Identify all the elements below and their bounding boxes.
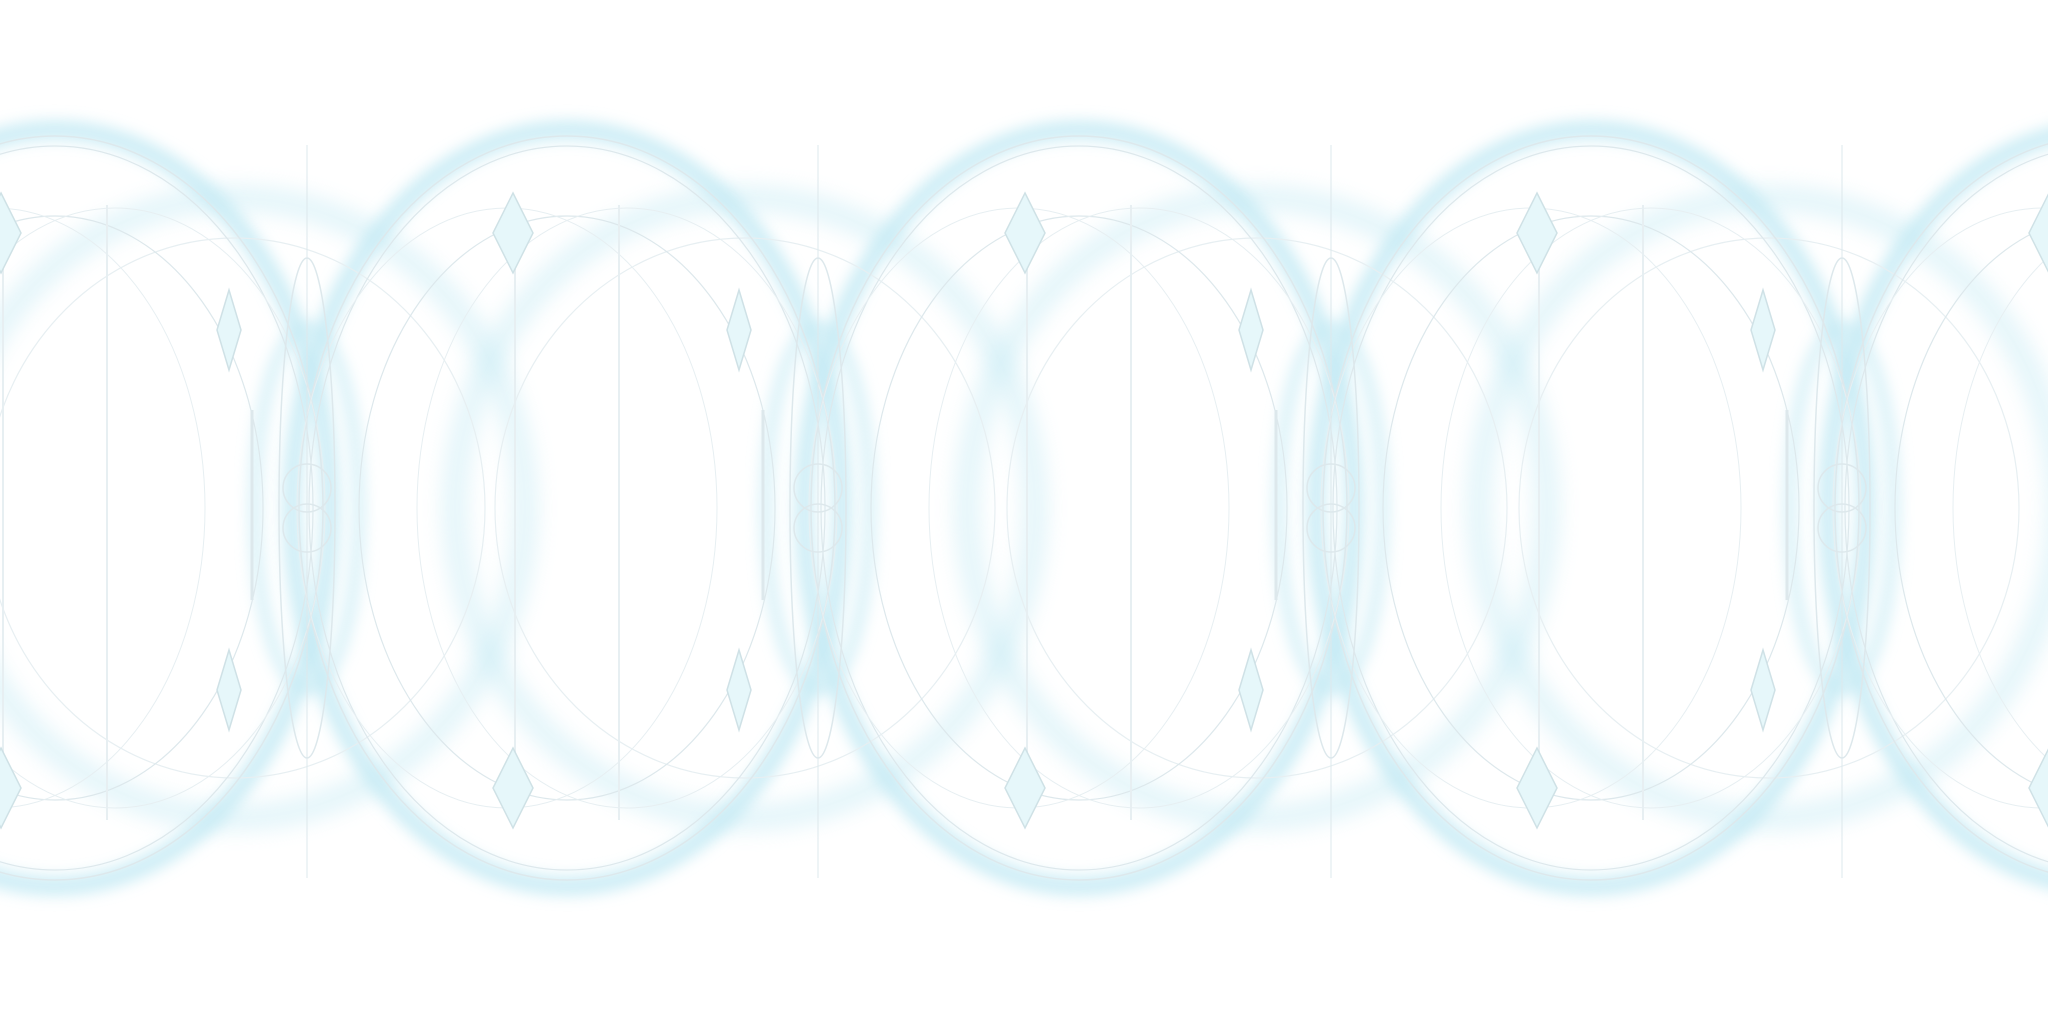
- seam-lens: [789, 257, 847, 759]
- back-ellipse-glow: [954, 185, 1560, 831]
- main-ellipse-second-line: [0, 145, 314, 871]
- diamond-ornament-faint: [1750, 647, 1776, 733]
- seam-circle: [793, 503, 843, 553]
- line-art-layer: [0, 135, 2048, 881]
- inner-crossing-curve: [0, 207, 206, 809]
- main-ellipse-glow: [282, 120, 852, 896]
- diamond-ornament: [1004, 746, 1046, 830]
- main-ellipse-outer-line: [1322, 135, 1860, 881]
- main-ellipse-outer-line: [810, 135, 1348, 881]
- main-ellipse-inner-line: [0, 215, 264, 801]
- diamond-ornament: [0, 746, 22, 830]
- main-ellipse-outer-line: [298, 135, 836, 881]
- diamond-ornament-faint: [726, 647, 752, 733]
- diamond-ornament: [492, 746, 534, 830]
- main-ellipse-inner-line: [870, 215, 1288, 801]
- inner-crossing-curve: [416, 207, 838, 809]
- back-ellipse-glow: [0, 185, 538, 831]
- main-ellipse-outer-line: [1834, 143, 2048, 873]
- diamond-ornament: [492, 191, 534, 275]
- back-ellipse-glow: [442, 185, 1048, 831]
- main-ellipse-second-line: [308, 145, 826, 871]
- back-ellipse-line: [494, 237, 996, 779]
- main-ellipse-second-line: [1332, 145, 1850, 871]
- main-ellipse-second-line: [1844, 153, 2048, 863]
- main-ellipse-inner-line: [1382, 215, 1800, 801]
- seam-lens: [1302, 257, 1360, 759]
- diamond-ornament-faint: [1238, 647, 1264, 733]
- diamond-ornament: [2028, 748, 2048, 828]
- diamond-ornament: [1004, 191, 1046, 275]
- seam-circle: [1817, 463, 1867, 513]
- ornament-layer: [0, 191, 2048, 830]
- main-ellipse-glow: [794, 120, 1364, 896]
- diamond-ornament-faint: [216, 647, 242, 733]
- back-ellipse-line: [1518, 237, 2020, 779]
- diamond-ornament-faint: [726, 287, 752, 373]
- main-ellipse-inner-line: [358, 215, 776, 801]
- diamond-ornament: [1516, 191, 1558, 275]
- inner-crossing-curve: [1952, 256, 2048, 760]
- main-ellipse-outer-line: [0, 135, 324, 881]
- seam-circle: [1306, 463, 1356, 513]
- seam-circle: [793, 463, 843, 513]
- seam-circle: [282, 463, 332, 513]
- diamond-ornament: [0, 191, 22, 275]
- seam-lens: [278, 257, 336, 759]
- main-ellipse-glow: [0, 120, 340, 896]
- main-ellipse-second-line: [820, 145, 1338, 871]
- main-ellipse-glow: [1306, 120, 1876, 896]
- back-ellipse-glow: [1466, 185, 2048, 831]
- seam-circle: [282, 503, 332, 553]
- back-glow-layer: [0, 185, 2048, 831]
- diamond-ornament: [1516, 746, 1558, 830]
- back-ellipse-line: [0, 237, 486, 779]
- seam-lens: [1813, 257, 1871, 759]
- seam-circle: [1306, 503, 1356, 553]
- main-ellipse-inner-line: [1894, 225, 2048, 791]
- inner-crossing-curve: [928, 207, 1350, 809]
- diamond-ornament-faint: [216, 287, 242, 373]
- back-ellipse-line: [1006, 237, 1508, 779]
- diamond-ornament: [2028, 193, 2048, 273]
- inner-crossing-curve: [1440, 207, 1862, 809]
- diamond-ornament-faint: [1238, 287, 1264, 373]
- seam-circle: [1817, 503, 1867, 553]
- inner-crossing-curve: [0, 207, 326, 809]
- diamond-ornament-faint: [1750, 287, 1776, 373]
